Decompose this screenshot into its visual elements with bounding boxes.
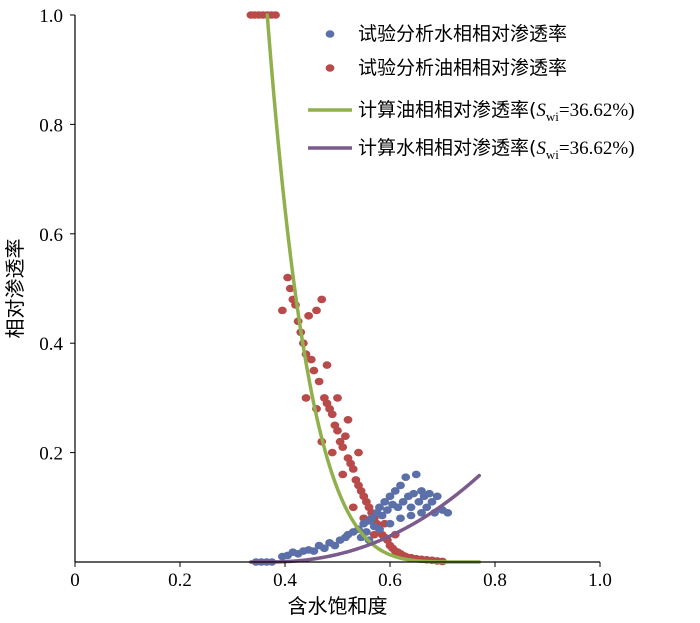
water-point xyxy=(398,498,408,506)
oil-point xyxy=(333,426,342,435)
oil-point xyxy=(348,465,358,473)
x-tick-label: 0 xyxy=(70,570,80,591)
water-point xyxy=(406,511,416,520)
water-point xyxy=(427,498,437,506)
axes: 0 0.2 0.4 0.6 0.8 1.0 0.2 0.4 0.6 0.8 1.0 含水饱和度 相对渗透… xyxy=(3,6,612,618)
oil-point xyxy=(277,306,287,315)
oil-point xyxy=(369,530,379,539)
water-point xyxy=(385,519,395,528)
water-point xyxy=(424,489,434,498)
oil-point xyxy=(271,11,280,19)
water-point xyxy=(319,544,329,553)
water-point xyxy=(432,492,442,501)
oil-point xyxy=(340,432,350,440)
x-tick-label: 1.0 xyxy=(588,570,612,591)
legend-entry-label: 计算水相相对渗透率(Swi=36.62%) xyxy=(358,137,635,162)
water-point xyxy=(411,470,421,479)
oil-point xyxy=(338,443,348,451)
plot-area xyxy=(246,11,481,566)
water-point xyxy=(396,514,405,523)
oil-point xyxy=(309,366,319,375)
oil-point xyxy=(317,295,327,304)
x-tick-label: 0.2 xyxy=(168,570,192,591)
water-point xyxy=(422,503,432,512)
water-point xyxy=(390,487,400,495)
oil-curve-line xyxy=(265,13,481,564)
oil-points-series xyxy=(246,11,447,566)
legend-water-point-marker xyxy=(325,30,335,38)
water-point xyxy=(382,506,392,514)
y-tick-label: 1.0 xyxy=(39,6,63,27)
water-point xyxy=(417,508,426,517)
water-point xyxy=(414,498,424,506)
x-axis-title: 含水饱和度 xyxy=(288,594,388,618)
oil-point xyxy=(338,470,348,479)
y-axis-title: 相对渗透率 xyxy=(3,239,27,339)
oil-point xyxy=(304,312,314,320)
oil-point xyxy=(301,394,311,402)
y-tick-label: 0.8 xyxy=(39,115,63,136)
water-curve-line xyxy=(249,473,481,564)
legend-entry-label: 计算油相相对渗透率(Swi=36.62%) xyxy=(358,99,635,124)
legend-entry-label: 试验分析水相相对渗透率 xyxy=(358,23,567,45)
x-tick-label: 0.8 xyxy=(483,570,507,591)
y-tick-label: 0.4 xyxy=(39,334,63,355)
water-point xyxy=(330,541,340,550)
water-point xyxy=(396,481,405,490)
oil-point xyxy=(327,448,337,457)
oil-point xyxy=(333,394,342,402)
water-point xyxy=(393,503,403,512)
water-point xyxy=(380,498,390,506)
legend-oil-point-marker xyxy=(325,64,335,72)
oil-point xyxy=(354,448,363,457)
legend: 试验分析水相相对渗透率试验分析油相相对渗透率计算油相相对渗透率(Swi=36.6… xyxy=(308,23,635,162)
oil-point xyxy=(285,284,295,293)
water-point xyxy=(367,514,377,523)
water-point xyxy=(375,503,384,512)
water-point xyxy=(377,511,387,520)
water-point xyxy=(401,473,411,482)
oil-point xyxy=(306,355,316,364)
oil-point xyxy=(343,415,353,424)
oil-point xyxy=(312,306,321,315)
water-point xyxy=(406,503,416,512)
water-point xyxy=(443,508,453,517)
oil-point xyxy=(314,377,324,386)
y-tick-label: 0.2 xyxy=(39,444,63,465)
oil-point xyxy=(283,273,293,282)
oil-point xyxy=(327,410,337,419)
x-tick-label: 0.6 xyxy=(378,570,402,591)
water-point xyxy=(309,547,319,555)
oil-point xyxy=(322,361,332,369)
oil-point xyxy=(348,503,358,512)
water-point xyxy=(409,489,419,498)
x-tick-label: 0.4 xyxy=(273,570,297,591)
legend-entry-label: 试验分析油相相对渗透率 xyxy=(358,57,567,79)
y-tick-label: 0.6 xyxy=(39,225,63,246)
water-points-series xyxy=(251,470,453,566)
water-point xyxy=(385,492,395,501)
water-point xyxy=(375,525,384,533)
